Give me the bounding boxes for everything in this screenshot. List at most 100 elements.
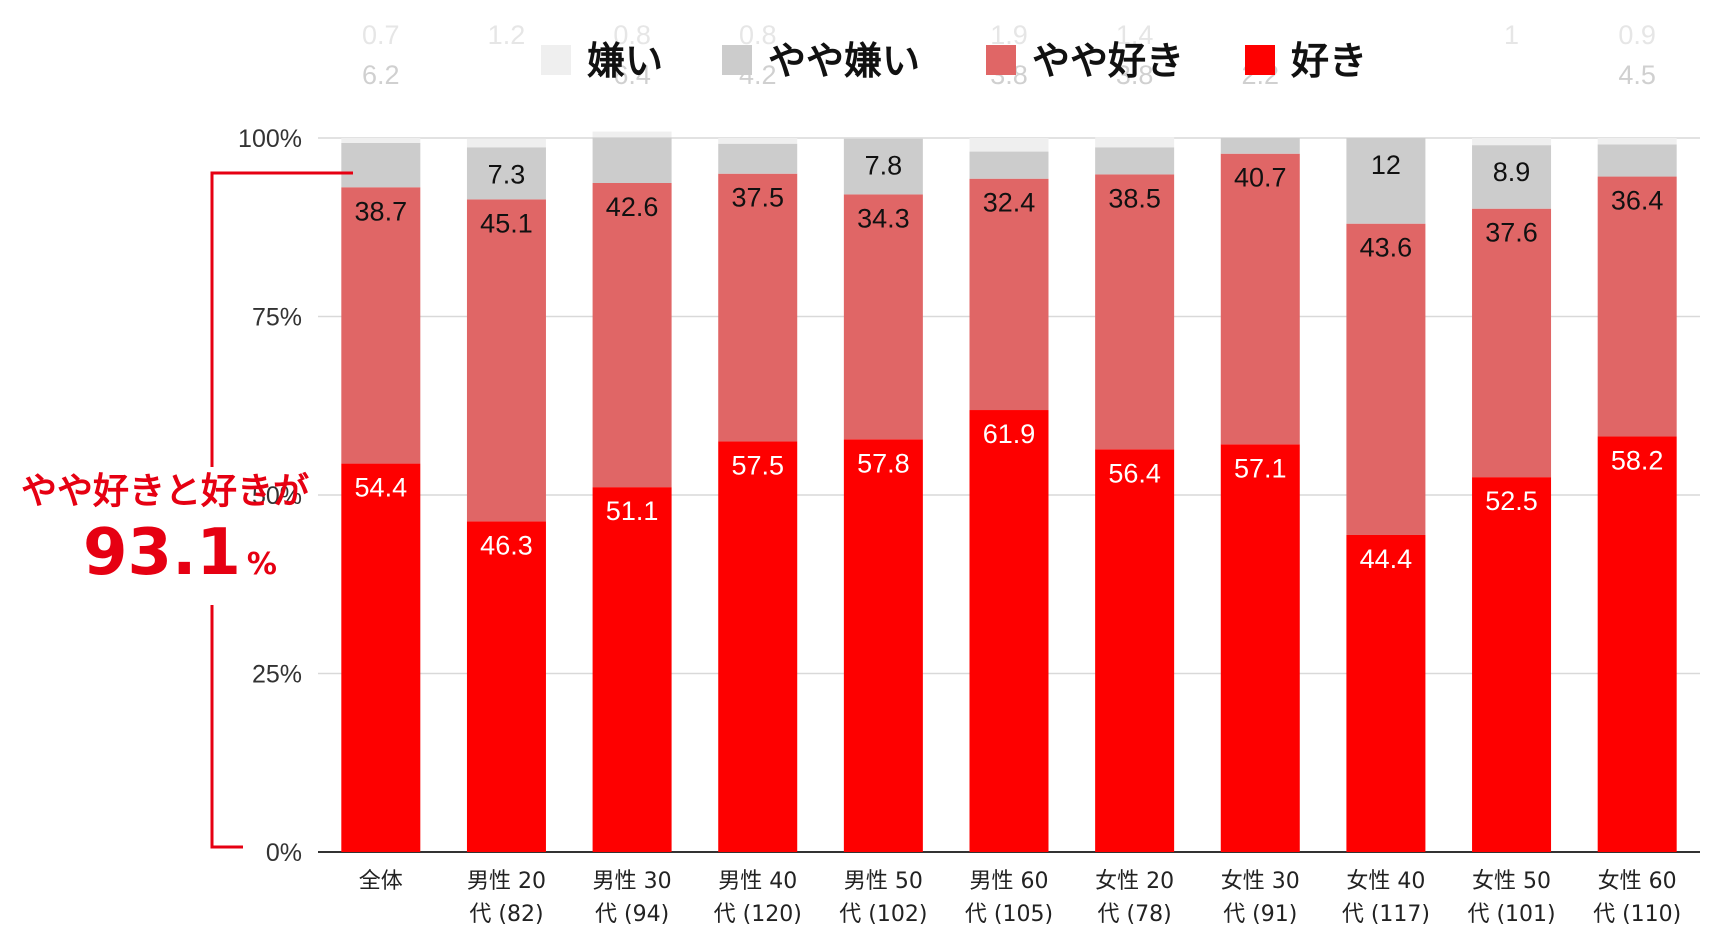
data-label: 43.6 xyxy=(1360,233,1413,263)
legend-swatch xyxy=(541,45,571,75)
data-label: 58.2 xyxy=(1611,445,1664,475)
bar-segment xyxy=(1597,138,1677,145)
bar-segment xyxy=(969,178,1049,411)
bar-segment xyxy=(1220,444,1300,852)
bar-segment xyxy=(1095,137,1175,148)
bar-segment xyxy=(1597,436,1677,852)
bar-segment xyxy=(592,131,672,138)
legend-label: やや好き xyxy=(1032,39,1184,83)
bar-segment xyxy=(592,487,672,852)
bar-segment xyxy=(718,173,798,442)
data-label: 7.3 xyxy=(488,159,526,189)
legend: 嫌い やや嫌い やや好き 好き xyxy=(541,39,1367,83)
bar-segment xyxy=(1346,534,1426,852)
bar-segment xyxy=(1095,174,1175,450)
x-category-label: 代 (91) xyxy=(1223,902,1297,927)
data-label: 44.4 xyxy=(1360,544,1413,574)
x-category-label: 男性 30 xyxy=(593,869,672,894)
data-label: 38.5 xyxy=(1108,183,1161,213)
x-category-label: 男性 50 xyxy=(844,869,923,894)
data-label: 57.5 xyxy=(731,450,784,480)
bar-segment xyxy=(592,182,672,488)
y-tick-label: 50% xyxy=(252,482,302,510)
data-label: 0.8 xyxy=(613,20,651,50)
data-label: 32.4 xyxy=(983,188,1036,218)
data-label: 52.5 xyxy=(1485,486,1538,516)
bar-segment xyxy=(466,138,546,148)
data-label: 61.9 xyxy=(983,419,1036,449)
bar-segment xyxy=(1472,145,1552,209)
x-category-label: 女性 40 xyxy=(1346,869,1425,894)
legend-swatch xyxy=(722,45,752,75)
bar-segment xyxy=(969,410,1049,852)
bar-segment xyxy=(1346,223,1426,535)
bar-segment xyxy=(341,463,421,852)
y-tick-label: 75% xyxy=(252,304,302,332)
y-axis-ticks: 0% 25% 50% 75% 100% xyxy=(238,125,302,867)
annotation-value: 93.1 xyxy=(83,516,241,590)
data-label: 46.3 xyxy=(480,530,533,560)
bar-segment xyxy=(718,143,798,174)
x-category-label: 女性 50 xyxy=(1472,869,1551,894)
x-category-label: 男性 60 xyxy=(970,869,1049,894)
x-category-label: 代 (94) xyxy=(595,902,669,927)
bar-segment xyxy=(1597,176,1677,437)
bar-segment xyxy=(1472,208,1552,478)
x-category-label: 全体 xyxy=(359,869,403,894)
bar-segment xyxy=(843,439,923,852)
annotation-percent: 93.1% xyxy=(83,516,277,590)
x-category-label: 代 (120) xyxy=(714,902,802,927)
y-tick-label: 0% xyxy=(266,839,302,867)
x-category-label: 代 (101) xyxy=(1467,902,1555,927)
data-label: 1 xyxy=(1504,20,1519,50)
bar-segment xyxy=(1220,153,1300,445)
data-label: 51.1 xyxy=(606,496,659,526)
annotation-bracket-top xyxy=(210,171,353,467)
annotation-line1: やや好きと好きが xyxy=(21,471,309,512)
annotation-unit: % xyxy=(247,547,277,582)
value-labels: 54.4 38.7 46.3 45.1 7.3 51.1 42.6 57.5 37.5 57.8 3… xyxy=(355,150,1664,574)
bar-segment xyxy=(718,138,798,144)
data-label: 42.6 xyxy=(606,192,659,222)
bar-segment xyxy=(466,147,546,200)
annotation: やや好きと好きが 93.1% xyxy=(21,171,353,849)
data-label: 6.4 xyxy=(613,60,651,90)
data-label: 1.4 xyxy=(1116,20,1154,50)
x-category-label: 代 (102) xyxy=(839,902,927,927)
legend-swatch xyxy=(1245,45,1275,75)
data-label: 57.8 xyxy=(857,448,910,478)
data-label: 36.4 xyxy=(1611,186,1664,216)
bar-segment xyxy=(843,138,923,195)
data-label: 0.7 xyxy=(362,20,400,50)
bars xyxy=(341,131,1677,852)
bar-segment xyxy=(592,137,672,183)
x-category-label: 男性 20 xyxy=(467,869,546,894)
data-label: 3.8 xyxy=(1116,60,1154,90)
legend-label: やや嫌い xyxy=(768,39,920,83)
bar-segment xyxy=(969,151,1049,179)
bar-segment xyxy=(1346,138,1426,224)
data-label: 4.5 xyxy=(1618,60,1656,90)
bar-segment xyxy=(1095,147,1175,175)
x-category-label: 代 (117) xyxy=(1342,902,1430,927)
data-label: 6.2 xyxy=(362,60,400,90)
bar-segment xyxy=(341,138,421,143)
bar-segment xyxy=(718,441,798,852)
x-category-label: 女性 60 xyxy=(1598,869,1677,894)
x-category-label: 代 (82) xyxy=(469,902,543,927)
data-label: 1.2 xyxy=(488,20,526,50)
data-label: 40.7 xyxy=(1234,163,1287,193)
data-label: 7.8 xyxy=(865,151,903,181)
legend-label: 好き xyxy=(1290,39,1367,83)
data-label: 8.9 xyxy=(1493,157,1531,187)
bar-segment xyxy=(969,138,1049,152)
data-label: 12 xyxy=(1371,150,1401,180)
data-label: 57.1 xyxy=(1234,453,1287,483)
x-category-label: 女性 20 xyxy=(1095,869,1174,894)
bar-segment xyxy=(341,142,421,188)
bar-segment xyxy=(1220,138,1300,154)
data-label: 38.7 xyxy=(355,196,408,226)
y-tick-label: 100% xyxy=(238,125,302,153)
data-label: 34.3 xyxy=(857,203,910,233)
